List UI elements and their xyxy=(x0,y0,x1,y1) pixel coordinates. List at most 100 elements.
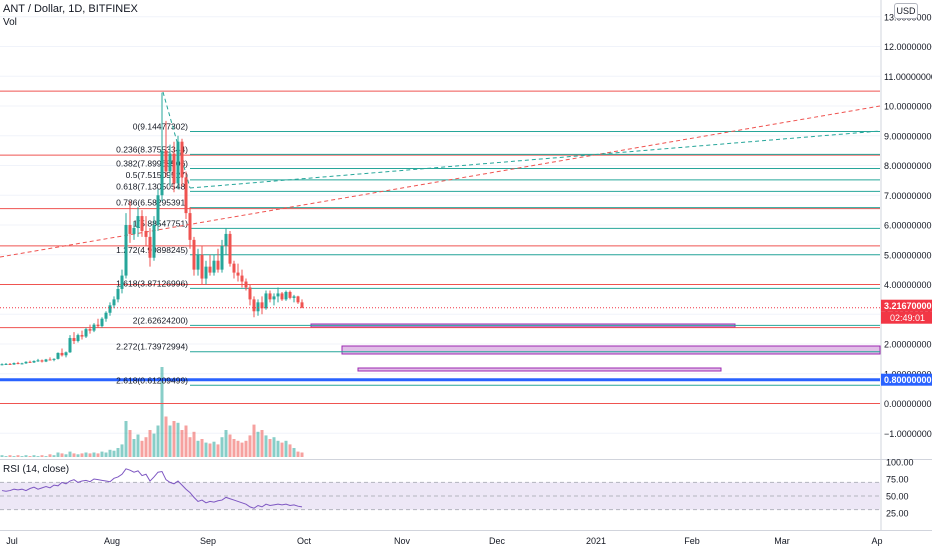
candle-body xyxy=(208,266,212,273)
hline-price-box xyxy=(881,373,932,386)
volume-bar xyxy=(276,440,280,457)
volume-bar xyxy=(252,424,256,457)
volume-bar xyxy=(300,452,304,457)
volume-bar xyxy=(92,452,96,457)
price-tick-label: 2.00000000 xyxy=(884,340,932,350)
teal-dashed-trendline xyxy=(189,130,881,189)
time-axis[interactable]: Jul Aug Sep Oct Nov Dec 2021 Feb Mar Ap xyxy=(6,536,882,546)
candle-body xyxy=(288,291,292,298)
candle-body xyxy=(164,150,168,172)
time-axis-label: Dec xyxy=(489,536,506,546)
time-axis-label: Oct xyxy=(297,536,312,546)
volume-bar xyxy=(208,443,212,457)
candle-body xyxy=(204,266,208,279)
price-tick-label: 12.00000000 xyxy=(884,42,932,52)
rsi-axis[interactable]: 100.00 75.00 50.00 25.00 xyxy=(886,458,914,519)
time-axis-label: Feb xyxy=(684,536,700,546)
volume-bar xyxy=(264,435,268,457)
candle-body xyxy=(160,150,164,196)
fib-level-label: 0.618(7.13050548) xyxy=(116,181,188,191)
last-price-label: 3.21670000 xyxy=(884,301,932,311)
rsi-tick-label: 25.00 xyxy=(886,509,909,519)
volume-bar xyxy=(216,444,220,457)
volume-bar xyxy=(176,422,180,457)
candle-body xyxy=(256,302,260,312)
price-tick-label: −1.00000000 xyxy=(884,429,932,439)
rsi-band-fill xyxy=(0,482,880,510)
volume-label: Vol xyxy=(3,17,17,28)
candle-body xyxy=(280,293,284,300)
candle-body xyxy=(224,233,228,246)
volume-bar xyxy=(180,430,184,457)
fibonacci-retracement[interactable]: 0(9.14477302) 0.236(8.37553344) 0.382(7.89… xyxy=(116,121,880,386)
volume-bar xyxy=(28,456,32,457)
countdown-box xyxy=(881,311,932,324)
candle-body xyxy=(132,227,136,234)
candle-body xyxy=(192,239,196,270)
time-axis-label: Aug xyxy=(104,536,120,546)
candle-body xyxy=(220,245,224,270)
volume-bar xyxy=(16,455,20,457)
volume-bar xyxy=(68,451,72,457)
time-axis-label: Sep xyxy=(200,536,216,546)
candle-body xyxy=(216,260,220,270)
volume-bar xyxy=(292,448,296,457)
candle-body xyxy=(16,363,20,365)
price-tick-label: 7.00000000 xyxy=(884,191,932,201)
volume-bar xyxy=(224,430,228,457)
candle-body xyxy=(68,338,72,353)
volume-bar xyxy=(76,454,80,457)
candle-body xyxy=(148,236,152,258)
candle-body xyxy=(276,293,280,297)
volume-bar xyxy=(96,453,100,457)
price-tick-label: 6.00000000 xyxy=(884,221,932,231)
candle-body xyxy=(92,324,96,331)
candle-body xyxy=(20,363,24,365)
rsi-tick-label: 50.00 xyxy=(886,492,909,502)
candle-body xyxy=(40,360,44,362)
volume-bar xyxy=(100,451,104,457)
candle-body xyxy=(120,275,124,289)
candle-body xyxy=(188,213,192,240)
candle-body xyxy=(272,296,276,300)
price-tick-label: 10.00000000 xyxy=(884,102,932,112)
volume-bar xyxy=(52,455,56,457)
candle-body xyxy=(236,272,240,276)
volume-bar xyxy=(124,421,128,457)
fib-level-label: 2(2.62624200) xyxy=(133,315,188,325)
candle-body xyxy=(180,141,184,178)
candle-body xyxy=(116,288,120,300)
candle-body xyxy=(52,358,56,360)
rsi-tick-label: 75.00 xyxy=(886,475,909,485)
volume-bar xyxy=(4,456,8,457)
candle-body xyxy=(4,363,8,365)
volume-bar xyxy=(40,455,44,457)
volume-bar xyxy=(260,430,264,457)
candle-body xyxy=(96,324,100,327)
fib-level-label: 0.382(7.89968506) xyxy=(116,158,188,168)
candle-body xyxy=(252,299,256,312)
volume-bar xyxy=(284,440,288,457)
volume-bar xyxy=(248,435,252,457)
volume-bar xyxy=(136,434,140,457)
candle-body xyxy=(88,329,92,331)
countdown-label: 02:49:01 xyxy=(890,313,925,323)
candle-body xyxy=(196,254,200,270)
price-tick-label: 0.00000000 xyxy=(884,399,932,409)
volume-bar xyxy=(32,455,36,457)
red-horizontal-lines[interactable] xyxy=(0,90,880,404)
candle-body xyxy=(168,153,172,172)
volume-bar xyxy=(116,448,120,457)
volume-bar xyxy=(172,421,176,457)
candle-body xyxy=(84,329,88,337)
volume-bar xyxy=(88,453,92,457)
currency-button[interactable]: USD xyxy=(894,3,918,19)
candle-body xyxy=(108,305,112,313)
candle-body xyxy=(240,275,244,282)
candle-body xyxy=(124,225,128,276)
rsi-line xyxy=(1,468,303,509)
candle-body xyxy=(268,293,272,300)
volume-bar xyxy=(64,454,68,457)
last-price-box xyxy=(881,299,932,312)
